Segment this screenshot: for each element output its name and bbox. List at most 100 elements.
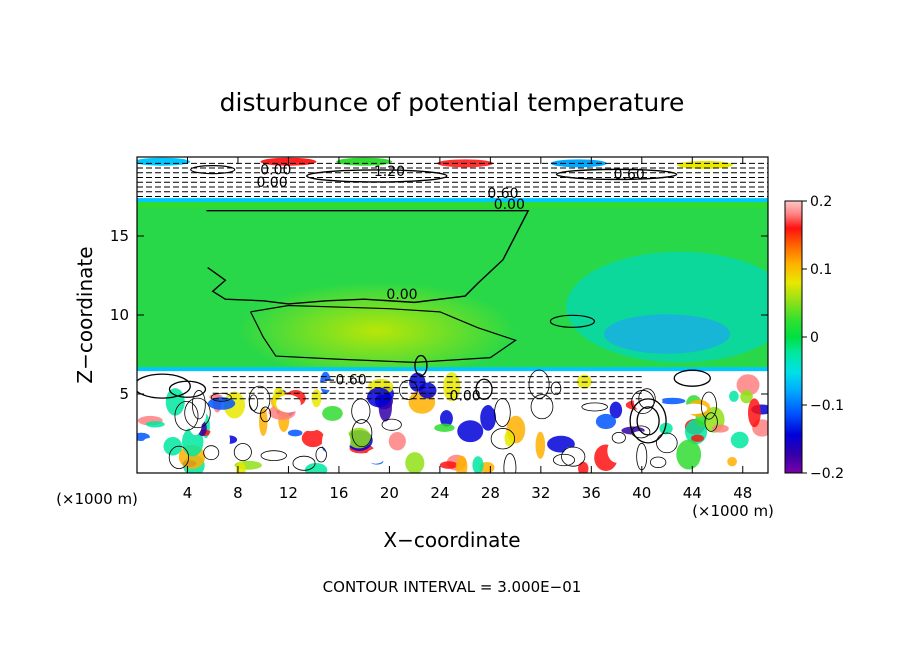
neutral-cell xyxy=(207,427,231,453)
lower-band xyxy=(137,367,768,372)
upper-band xyxy=(137,198,768,203)
turbulent-cell xyxy=(163,436,183,456)
neutral-cell xyxy=(607,438,627,463)
contour-closed xyxy=(561,446,586,467)
y-axis: 5 10 15 xyxy=(110,227,768,403)
x-tick-label: 44 xyxy=(683,484,702,502)
turbulent-cell xyxy=(346,427,372,449)
contour-label: 0.00 xyxy=(450,388,481,404)
contour-closed xyxy=(260,450,287,461)
contour-closed xyxy=(494,397,511,428)
neutral-cell xyxy=(301,419,321,432)
cool-core xyxy=(603,314,731,354)
contour-positive xyxy=(555,168,678,181)
neutral-cell xyxy=(137,457,155,473)
colorbar-scale xyxy=(784,200,803,474)
turbulent-cell xyxy=(535,431,546,459)
contour-closed xyxy=(700,391,717,420)
contour-closed xyxy=(248,385,271,414)
turbulent-cell xyxy=(440,410,453,427)
neutral-cell xyxy=(276,394,301,413)
contour-closed xyxy=(636,406,660,436)
contour-closed xyxy=(184,397,211,429)
y-tick-label: 15 xyxy=(110,227,129,245)
turbulent-cell xyxy=(145,421,165,428)
chart-title: disturbunce of potential temperature xyxy=(220,88,685,117)
contour-positive xyxy=(190,165,236,175)
turbulent-cell xyxy=(443,372,461,402)
turbulent-cell xyxy=(455,455,468,473)
neutral-cell xyxy=(563,447,578,461)
contour-closed xyxy=(475,378,493,400)
contour-label: 0.60 xyxy=(487,186,518,202)
turbulent-cell xyxy=(405,452,425,473)
turbulent-cell xyxy=(727,456,737,467)
turbulent-cell xyxy=(740,390,753,404)
turbulent-cell xyxy=(418,382,437,399)
contour-closed xyxy=(248,394,259,411)
colorbar-ticks: 0.2 0.1 0 −0.1 −0.2 xyxy=(802,194,844,482)
x-tick-label: 32 xyxy=(531,484,550,502)
contour-closed xyxy=(381,418,402,431)
turbulent-cell xyxy=(659,422,673,435)
contour-closed xyxy=(210,392,232,402)
turbulent-cell xyxy=(480,404,497,431)
neutral-cell xyxy=(633,388,663,414)
neutral-cell xyxy=(514,449,532,469)
colorbar-tick-label: −0.2 xyxy=(810,466,844,482)
turbulent-cell xyxy=(736,374,760,396)
turbulent-cell xyxy=(711,424,729,433)
neutral-cell xyxy=(751,449,768,469)
plot-area: 0.000.000.000.000.00−0.601.20 0.600.60 xyxy=(137,157,768,473)
contour-closed xyxy=(638,388,656,409)
neutral-cell xyxy=(187,405,207,426)
contour-closed xyxy=(673,369,711,387)
y-tick-label: 10 xyxy=(110,306,129,324)
x-tick-label: 8 xyxy=(233,484,243,502)
x-tick-label: 36 xyxy=(582,484,601,502)
contour-closed xyxy=(490,428,516,450)
contour-label: 0.00 xyxy=(256,175,287,191)
contour-closed xyxy=(631,425,651,439)
contour-labels: 0.000.000.000.000.00−0.601.20 0.600.60 xyxy=(256,162,644,404)
contour-closed xyxy=(174,400,199,431)
x-tick-label: 16 xyxy=(329,484,348,502)
warm-core xyxy=(237,281,516,380)
neutral-cell xyxy=(282,447,298,462)
contour-closed xyxy=(528,369,550,399)
turbulent-cell xyxy=(691,434,704,442)
turbulent-cell xyxy=(301,429,325,448)
turbulent-cell xyxy=(659,397,686,405)
colorbar-tick-label: −0.1 xyxy=(810,398,844,414)
contour-closed xyxy=(399,379,418,401)
x-tick-label: 40 xyxy=(632,484,651,502)
contour-zero xyxy=(206,210,530,305)
contour-closed xyxy=(530,394,554,420)
turbulent-cell xyxy=(747,398,761,428)
neutral-cell xyxy=(366,448,386,464)
contour-label: 0.60 xyxy=(614,167,645,183)
contour-label: 0.00 xyxy=(386,287,417,303)
contour-label: 0.00 xyxy=(494,197,525,213)
turbulent-cell xyxy=(181,427,204,457)
contour-closed xyxy=(315,447,327,463)
contour-zero xyxy=(250,304,517,364)
contour-closed xyxy=(233,443,252,462)
colorbar-tick-label: 0.2 xyxy=(810,194,832,210)
contour-label: 1.20 xyxy=(374,164,405,180)
contour-closed xyxy=(704,412,718,432)
x-tick-label: 4 xyxy=(183,484,193,502)
contour-label: −0.60 xyxy=(324,373,367,389)
contour-closed xyxy=(503,453,517,473)
upper-patch xyxy=(336,157,393,166)
turbulent-cell xyxy=(504,429,515,447)
y-axis-label: Z−coordinate xyxy=(73,246,97,383)
turbulent-cell xyxy=(304,463,328,473)
colorbar-tick-label: 0.1 xyxy=(810,262,832,278)
contour-closed xyxy=(552,453,575,467)
turbulent-cell xyxy=(439,461,458,469)
x-tick-label: 24 xyxy=(430,484,449,502)
contour-closed xyxy=(351,419,373,448)
turbulent-cell xyxy=(730,431,749,449)
contour-closed xyxy=(550,381,562,396)
